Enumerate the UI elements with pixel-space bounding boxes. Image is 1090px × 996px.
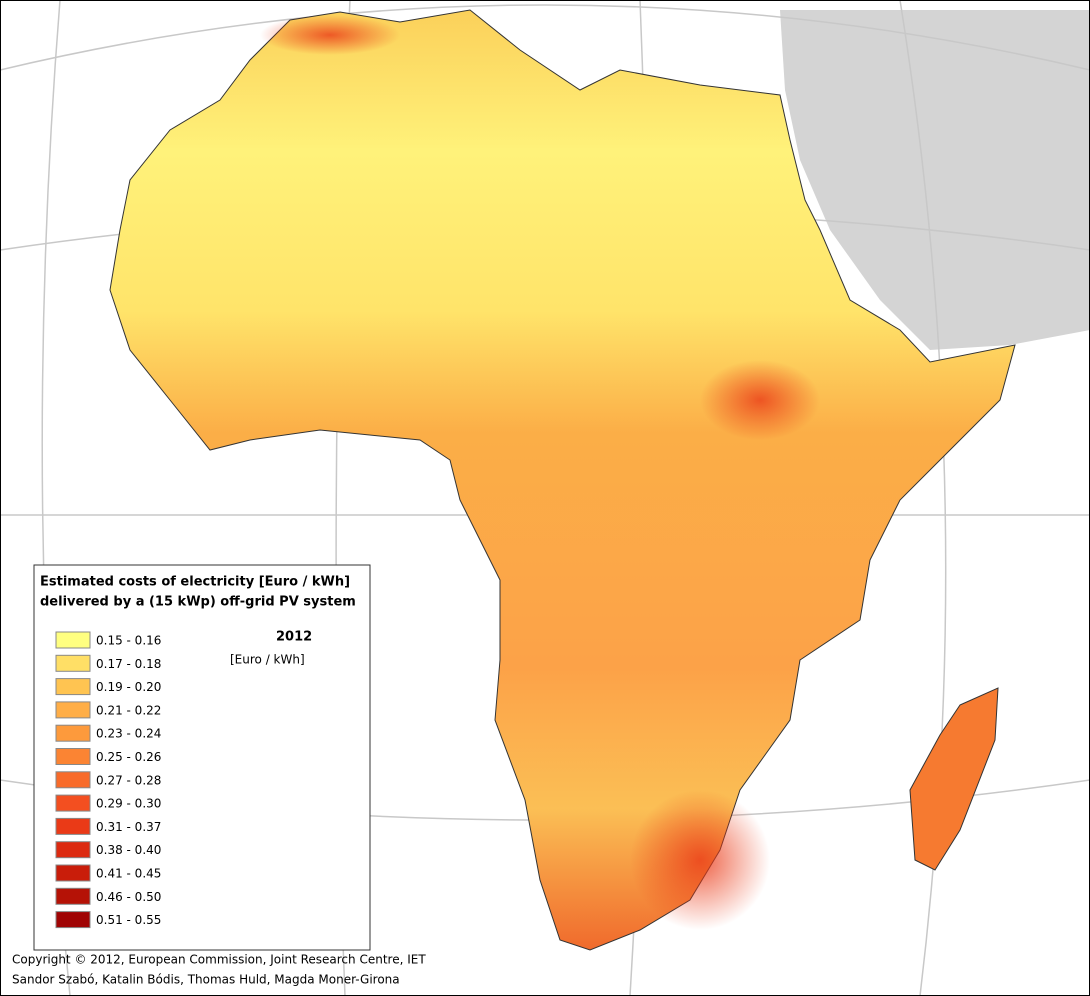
legend-swatch <box>55 911 91 929</box>
legend-label: 0.31 - 0.37 <box>96 820 161 834</box>
legend-label: 0.17 - 0.18 <box>96 657 161 671</box>
hotspot <box>630 790 770 930</box>
arabia <box>780 10 1090 350</box>
legend-label: 0.38 - 0.40 <box>96 843 161 857</box>
hotspot <box>700 360 820 440</box>
credit: Sandor Szabó, Katalin Bódis, Thomas Huld… <box>12 973 400 987</box>
madagascar <box>909 687 999 871</box>
legend-year: 2012 <box>276 630 312 645</box>
legend-items: 0.15 - 0.16 0.17 - 0.18 0.19 - 0.20 0.21 - … <box>55 631 161 929</box>
legend-label: 0.46 - 0.50 <box>96 890 161 904</box>
legend-swatch <box>55 678 91 696</box>
legend-label: 0.41 - 0.45 <box>96 867 161 881</box>
legend-title: delivered by a (15 kWp) off-grid PV syst… <box>40 595 356 610</box>
hotspot <box>260 15 400 55</box>
legend-swatch <box>55 701 91 719</box>
legend-swatch <box>55 817 91 835</box>
legend-label: 0.23 - 0.24 <box>96 727 161 741</box>
legend-unit: [Euro / kWh] <box>230 653 305 667</box>
legend-title: Estimated costs of electricity [Euro / k… <box>40 575 350 590</box>
legend-swatch <box>55 724 91 742</box>
legend-swatch <box>55 864 91 882</box>
legend-swatch <box>55 794 91 812</box>
legend-label: 0.27 - 0.28 <box>96 773 161 787</box>
legend-label: 0.21 - 0.22 <box>96 703 161 717</box>
legend-swatch <box>55 771 91 789</box>
legend-swatch <box>55 887 91 905</box>
legend-label: 0.15 - 0.16 <box>96 634 161 648</box>
legend-swatch <box>55 654 91 672</box>
legend-swatch <box>55 841 91 859</box>
credit: Copyright © 2012, European Commission, J… <box>12 953 426 967</box>
legend-label: 0.51 - 0.55 <box>96 913 161 927</box>
legend-swatch <box>55 748 91 765</box>
legend-label: 0.25 - 0.26 <box>96 750 161 764</box>
legend-label: 0.29 - 0.30 <box>96 797 161 811</box>
legend-label: 0.19 - 0.20 <box>96 680 161 694</box>
legend-swatch <box>55 631 91 649</box>
